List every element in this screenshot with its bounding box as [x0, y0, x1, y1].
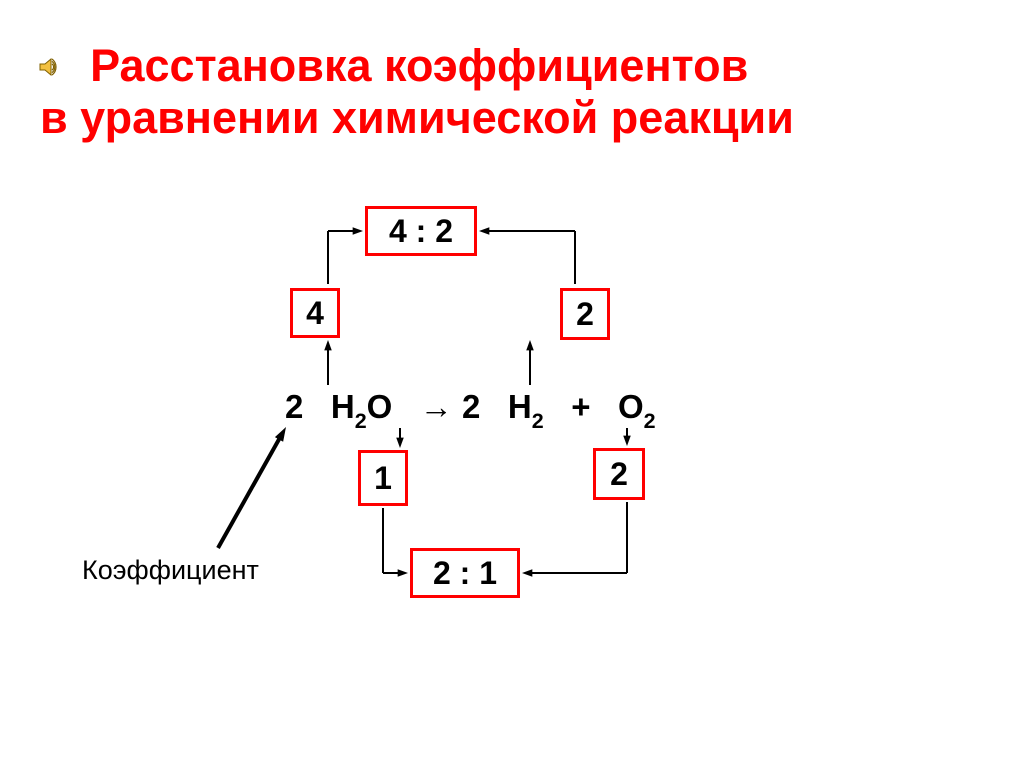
- arrows-overlay: [0, 0, 1024, 767]
